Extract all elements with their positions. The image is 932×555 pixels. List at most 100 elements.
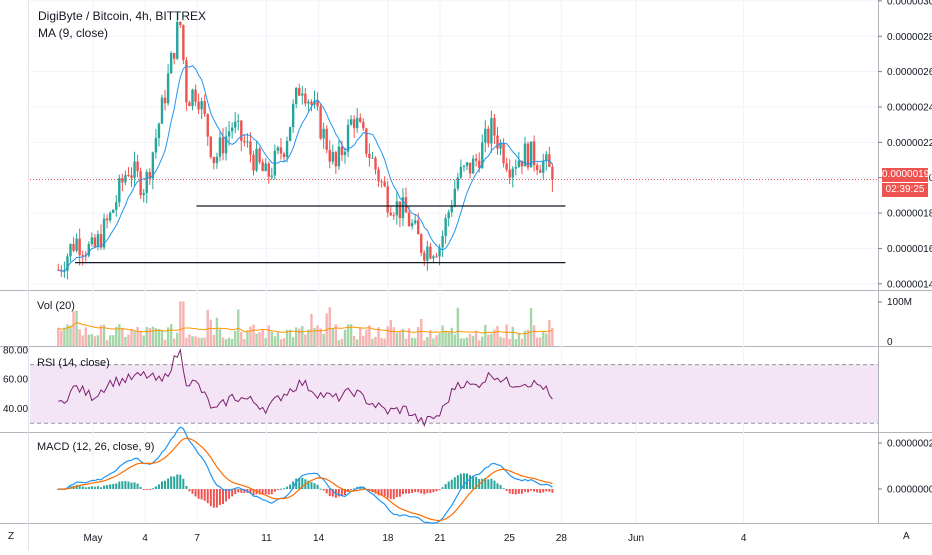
volume-bar: [124, 336, 127, 346]
volume-bar: [176, 332, 179, 346]
volume-bar: [539, 337, 542, 346]
candle-body: [288, 127, 292, 141]
time-axis-label: 11: [261, 533, 272, 544]
macd-histogram-bar: [203, 489, 206, 501]
macd-histogram-bar: [401, 489, 404, 495]
macd-histogram-bar: [389, 489, 392, 500]
candle-body: [282, 153, 286, 158]
volume-bar: [496, 325, 499, 346]
macd-histogram-bar: [487, 479, 490, 489]
volume-bar: [474, 330, 478, 346]
macd-histogram-bar: [78, 485, 81, 489]
macd-signal-line: [58, 437, 553, 522]
volume-bar: [288, 329, 292, 346]
macd-histogram-bar: [276, 489, 279, 490]
macd-histogram-bar: [527, 489, 529, 493]
current-price-tag: 0.00000199: [882, 168, 932, 182]
candle-body: [276, 147, 280, 151]
volume-bar: [346, 324, 350, 346]
volume-bar: [471, 335, 475, 346]
macd-axis-label: 0.00000000: [887, 485, 932, 496]
macd-histogram-bar: [350, 489, 353, 490]
macd-histogram-bar: [432, 489, 435, 493]
volume-bar: [72, 311, 75, 346]
candle-body: [96, 234, 100, 247]
macd-histogram-bar: [462, 473, 465, 489]
volume-bar: [285, 329, 289, 346]
time-axis-label: 4: [741, 533, 747, 544]
candle-body: [392, 215, 395, 217]
volume-bar: [154, 328, 158, 346]
volume-bar: [316, 325, 319, 346]
candle-body: [237, 120, 240, 122]
volume-bar: [450, 327, 453, 346]
time-axis-label: 18: [382, 533, 394, 544]
volume-bar: [377, 327, 380, 346]
candle-body: [148, 172, 151, 179]
zoom-button[interactable]: Z: [8, 531, 15, 542]
candle-body: [478, 160, 481, 169]
volume-bar: [246, 330, 249, 346]
volume-bar: [362, 335, 365, 346]
macd-histogram-bar: [209, 489, 212, 507]
macd-histogram-bar: [551, 489, 554, 493]
candle-body: [295, 87, 298, 104]
macd-histogram-bar: [258, 489, 261, 495]
macd-histogram-bar: [441, 487, 444, 489]
volume-bar: [60, 330, 63, 346]
candle-body: [185, 60, 188, 103]
volume-bar: [133, 331, 136, 346]
macd-histogram-bar: [475, 476, 478, 489]
candle-body: [532, 141, 536, 166]
rsi-band: [30, 364, 878, 424]
volume-bar: [157, 329, 161, 346]
volume-bar: [468, 333, 472, 346]
macd-histogram-bar: [81, 486, 84, 489]
volume-bar: [359, 327, 362, 346]
macd-histogram-bar: [484, 477, 487, 489]
candle-body: [450, 206, 453, 213]
candle-body: [118, 178, 121, 203]
volume-bar: [136, 326, 139, 346]
candle-body: [66, 256, 69, 272]
volume-bar: [301, 326, 304, 346]
volume-bar: [255, 333, 258, 346]
candle-body: [362, 121, 365, 129]
candle-body: [325, 128, 328, 150]
macd-histogram-bar: [426, 489, 429, 494]
volume-bar: [310, 313, 313, 346]
macd-histogram-bar: [511, 489, 514, 495]
macd-histogram-bar: [319, 488, 322, 490]
volume-bar: [517, 333, 521, 346]
time-axis-label: 21: [434, 533, 446, 544]
candle-body: [383, 181, 386, 187]
volume-bar: [392, 327, 395, 346]
candle-body: [462, 165, 466, 167]
time-axis-label: 25: [504, 533, 516, 544]
volume-bar: [188, 334, 191, 346]
candle-body: [163, 97, 167, 104]
volume-bar: [395, 332, 399, 346]
macd-histogram-bar: [331, 489, 334, 497]
candle-body: [261, 162, 264, 172]
auto-scale-button[interactable]: A: [903, 531, 910, 542]
macd-histogram-bar: [423, 489, 426, 495]
candle-body: [346, 124, 350, 152]
volume-bar: [295, 327, 298, 346]
volume-bar: [112, 335, 115, 346]
candle-body: [359, 117, 362, 122]
candle-body: [487, 128, 490, 144]
macd-histogram-bar: [218, 489, 221, 505]
macd-histogram-bar: [310, 482, 313, 489]
candle-body: [520, 160, 524, 167]
candle-body: [386, 186, 389, 213]
volume-bar: [447, 331, 450, 346]
volume-bar: [108, 335, 112, 346]
volume-bar: [499, 336, 502, 346]
candle-body: [169, 53, 173, 74]
candle-body: [535, 165, 539, 171]
